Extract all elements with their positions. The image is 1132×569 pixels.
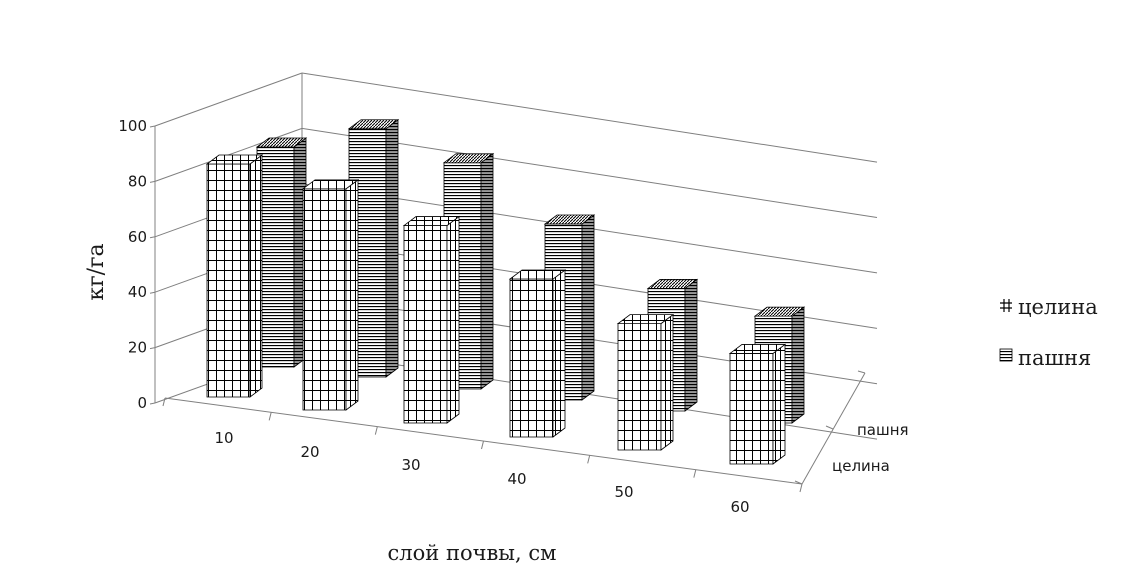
bar-celina-20-front [302, 188, 347, 411]
bar-celina-30-side [446, 215, 460, 424]
x-tick-label: 50 [614, 483, 633, 501]
y-tick-label: 0 [137, 394, 147, 412]
bar-celina-20-side [345, 179, 359, 411]
bar-celina-50-side [660, 313, 674, 451]
depth-label-back: пашня [857, 421, 909, 439]
y-tick-label: 100 [118, 117, 147, 135]
x-tick-mark [374, 426, 378, 435]
bar-pashnya-40-side [581, 214, 595, 401]
bar-pashnya-10 [255, 137, 308, 368]
x-tick-label: 20 [300, 443, 319, 461]
bar-celina-40 [508, 269, 567, 438]
side-gridline [154, 72, 303, 127]
depth-tick-mark [794, 480, 803, 485]
x-axis-label: слой почвы, см [388, 541, 557, 564]
bars-group [205, 118, 806, 465]
bar-celina-60-top [728, 344, 787, 354]
bar-celina-40-front [509, 278, 554, 438]
bar-pashnya-60-side [791, 306, 805, 424]
y-axis-label: кг/га [84, 243, 109, 300]
legend-swatch-lines-icon [999, 348, 1013, 362]
bar-celina-20-top [301, 179, 360, 190]
bar-celina-20 [301, 179, 360, 411]
bar-celina-50-front [617, 323, 662, 451]
bar-celina-10-front [206, 163, 251, 398]
bar-pashnya-10-front [256, 146, 295, 368]
bar-pashnya-30-top [442, 153, 495, 164]
bar-celina-10-side [249, 154, 263, 398]
x-tick-label: 60 [730, 498, 749, 516]
bar-celina-50 [616, 313, 675, 451]
bar-pashnya-10-top [255, 137, 308, 148]
x-tick-label: 30 [401, 456, 420, 474]
x-tick-mark [587, 455, 591, 464]
legend-item-celina: целина [1000, 295, 1098, 319]
legend-label-pashnya: пашня [1018, 346, 1091, 370]
y-tick-mark [149, 236, 156, 239]
x-tick-mark [268, 412, 272, 421]
depth-tick-mark [825, 425, 834, 430]
x-tick-label: 40 [507, 470, 526, 488]
legend: целина пашня [999, 295, 1098, 370]
bar-pashnya-50-side [684, 278, 698, 412]
y-tick-label: 60 [128, 228, 147, 246]
bar-celina-30 [402, 215, 461, 424]
back-gridline [301, 72, 878, 163]
legend-swatch-grid-icon [1000, 299, 1012, 312]
bar-celina-30-top [402, 216, 461, 226]
y-tick-mark [149, 125, 156, 128]
bar-pashnya-60-top [753, 306, 806, 317]
y-tick-mark [149, 180, 156, 183]
bar-celina-10 [205, 154, 264, 398]
x-tick-mark [799, 483, 803, 493]
bar-celina-60 [728, 343, 787, 465]
x-tick-mark [693, 469, 697, 478]
y-tick-label: 80 [128, 172, 147, 190]
bar-celina-40-top [508, 269, 567, 280]
x-tick-mark [162, 397, 166, 407]
bar-celina-10-top [205, 154, 264, 165]
bar-celina-60-front [729, 353, 774, 465]
y-tick-mark [149, 291, 156, 294]
bar-pashnya-40-top [543, 214, 596, 225]
x-tick-mark [481, 440, 484, 450]
y-tick-label: 20 [128, 339, 147, 357]
depth-axis-line [801, 372, 866, 485]
depth-label-front: целина [832, 457, 890, 475]
y-tick-mark [149, 347, 156, 350]
bar-celina-30-front [403, 225, 448, 424]
legend-label-celina: целина [1018, 295, 1098, 319]
bar-celina-60-side [772, 343, 786, 465]
bar-celina-40-side [552, 269, 566, 438]
legend-item-pashnya: пашня [999, 346, 1091, 370]
bar-pashnya-30-side [480, 152, 494, 390]
x-tick-label: 10 [214, 429, 233, 447]
bar-pashnya-20-side [385, 118, 399, 378]
bar-celina-50-top [616, 314, 675, 325]
y-tick-label: 40 [128, 283, 147, 301]
bar-pashnya-20-top [347, 119, 400, 130]
depth-tick-mark [857, 370, 866, 374]
y-tick-mark [149, 402, 156, 405]
bar-pashnya-50-top [646, 279, 699, 289]
